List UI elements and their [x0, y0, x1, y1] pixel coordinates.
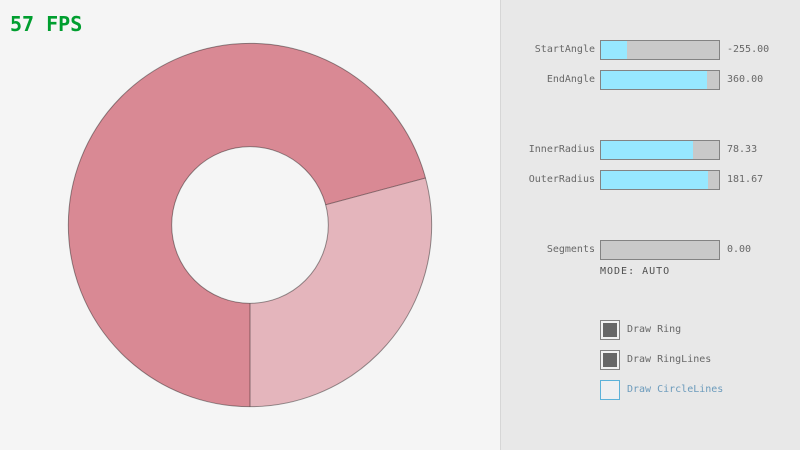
fps-counter: 57 FPS	[10, 12, 83, 36]
slider-track[interactable]	[600, 140, 720, 160]
slider-startangle: StartAngle -255.00	[501, 40, 800, 60]
slider-segments: Segments 0.00	[501, 240, 800, 260]
checkbox-label: Draw RingLines	[627, 354, 712, 365]
ring-sector-overlap	[68, 43, 426, 407]
slider-fill	[601, 141, 694, 159]
ring-outer-outline	[67, 42, 433, 408]
slider-track[interactable]	[600, 70, 720, 90]
control-panel: StartAngle -255.00 EndAngle 360.00 Inner…	[500, 0, 800, 450]
checkbox-check-icon	[603, 323, 617, 337]
slider-endangle: EndAngle 360.00	[501, 70, 800, 90]
checkbox-label: Draw CircleLines	[627, 384, 724, 395]
slider-fill	[601, 41, 627, 59]
slider-label: InnerRadius	[528, 144, 595, 155]
checkbox-box[interactable]	[600, 320, 620, 340]
ring-edge-line	[325, 177, 426, 206]
slider-value: -255.00	[727, 44, 770, 55]
ring-inner-outline	[171, 146, 329, 304]
slider-value: 78.33	[727, 144, 758, 155]
slider-track[interactable]	[600, 40, 720, 60]
checkbox-label: Draw Ring	[627, 324, 682, 335]
slider-label: StartAngle	[534, 44, 595, 55]
slider-fill	[601, 171, 709, 189]
slider-label: OuterRadius	[528, 174, 595, 185]
ring-sector-single	[250, 177, 432, 407]
slider-innerradius: InnerRadius 78.33	[501, 140, 800, 160]
checkbox-check-icon	[603, 353, 617, 367]
slider-value: 181.67	[727, 174, 764, 185]
slider-track[interactable]	[600, 170, 720, 190]
slider-fill	[601, 71, 708, 89]
slider-label: EndAngle	[546, 74, 595, 85]
slider-track[interactable]	[600, 240, 720, 260]
mode-label: MODE: AUTO	[600, 266, 671, 277]
slider-value: 0.00	[727, 244, 752, 255]
slider-outerradius: OuterRadius 181.67	[501, 170, 800, 190]
slider-value: 360.00	[727, 74, 764, 85]
checkbox-box[interactable]	[600, 380, 620, 400]
checkbox-box[interactable]	[600, 350, 620, 370]
slider-label: Segments	[546, 244, 595, 255]
